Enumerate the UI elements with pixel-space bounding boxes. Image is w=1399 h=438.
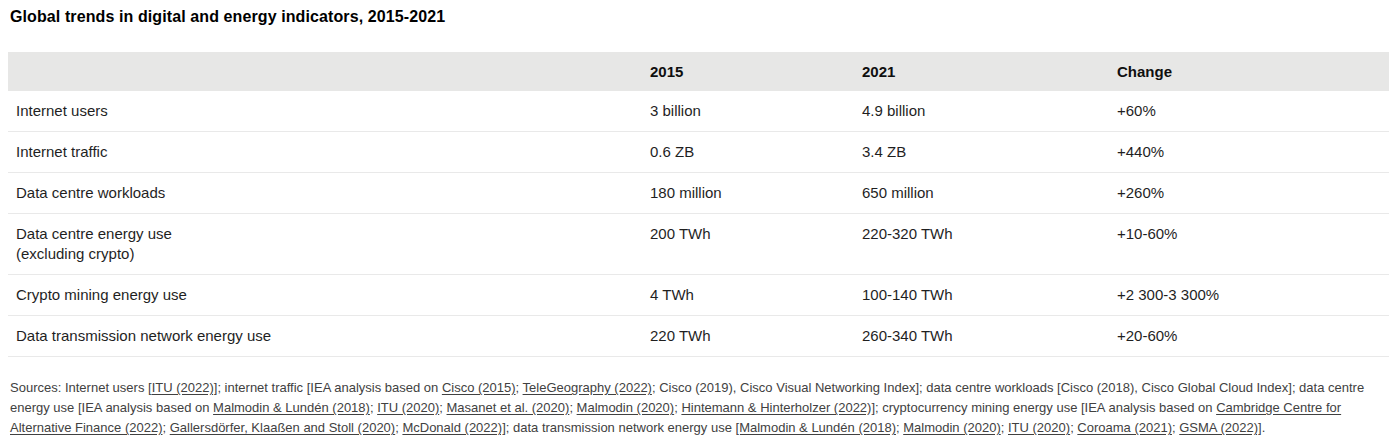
source-link[interactable]: Malmodin (2020) [577, 400, 675, 415]
change-cell: +20-60% [1109, 316, 1389, 357]
table-row-internet-traffic: Internet traffic 0.6 ZB 3.4 ZB +440% [8, 132, 1389, 173]
value-2021-cell: 100-140 TWh [854, 275, 1109, 316]
source-link[interactable]: ITU (2022)] [152, 380, 218, 395]
source-text: ; [1001, 420, 1008, 435]
indicator-cell: Internet traffic [8, 132, 642, 173]
indicator-cell: Data centre workloads [8, 173, 642, 214]
table-row-data-centre-workloads: Data centre workloads 180 million 650 mi… [8, 173, 1389, 214]
column-header-indicator [8, 52, 642, 91]
column-header-change: Change [1109, 52, 1389, 91]
source-text: ; internet traffic [IEA analysis based o… [217, 380, 442, 395]
value-2015-cell: 0.6 ZB [642, 132, 854, 173]
source-link[interactable]: Gallersdörfer, Klaaßen and Stoll (2020) [170, 420, 395, 435]
source-link[interactable]: Malmodin (2020) [903, 420, 1001, 435]
value-2021-cell: 3.4 ZB [854, 132, 1109, 173]
change-cell: +440% [1109, 132, 1389, 173]
change-cell: +260% [1109, 173, 1389, 214]
indicator-cell: Crypto mining energy use [8, 275, 642, 316]
source-text: ; [516, 380, 523, 395]
indicator-cell: Data transmission network energy use [8, 316, 642, 357]
value-2015-cell: 200 TWh [642, 214, 854, 275]
value-2015-cell: 3 billion [642, 91, 854, 132]
source-text: ; data transmission network energy use [506, 420, 736, 435]
table-row-data-transmission-energy-use: Data transmission network energy use 220… [8, 316, 1389, 357]
value-2015-cell: 180 million [642, 173, 854, 214]
change-cell: +60% [1109, 91, 1389, 132]
indicator-cell: Internet users [8, 91, 642, 132]
source-link[interactable]: ITU (2020) [377, 400, 439, 415]
header-row: 2015 2021 Change [8, 52, 1389, 91]
value-2015-cell: 4 TWh [642, 275, 854, 316]
table-row-data-centre-energy-use: Data centre energy use (excluding crypto… [8, 214, 1389, 275]
table-row-internet-users: Internet users 3 billion 4.9 billion +60… [8, 91, 1389, 132]
change-cell: +2 300-3 300% [1109, 275, 1389, 316]
source-link[interactable]: Hintemann & Hinterholzer (2022)] [681, 400, 875, 415]
page-title: Global trends in digital and energy indi… [10, 8, 1399, 26]
value-2021-cell: 220-320 TWh [854, 214, 1109, 275]
source-text: Sources: Internet users [ [10, 380, 152, 395]
sources-footnote: Sources: Internet users [ITU (2022)]; in… [10, 378, 1389, 438]
column-header-2021: 2021 [854, 52, 1109, 91]
source-link[interactable]: TeleGeography (2022) [523, 380, 652, 395]
source-link[interactable]: Masanet et al. (2020) [447, 400, 570, 415]
value-2015-cell: 220 TWh [642, 316, 854, 357]
source-link[interactable]: Coroama (2021) [1077, 420, 1172, 435]
source-link[interactable]: Cisco (2015) [442, 380, 516, 395]
indicator-cell: Data centre energy use (excluding crypto… [8, 214, 642, 275]
source-text: ; [569, 400, 576, 415]
value-2021-cell: 4.9 billion [854, 91, 1109, 132]
column-header-2015: 2015 [642, 52, 854, 91]
source-link[interactable]: GSMA (2022)] [1179, 420, 1261, 435]
source-link[interactable]: Malmodin & Lundén (2018) [213, 400, 370, 415]
source-link[interactable]: [Malmodin & Lundén (2018) [736, 420, 896, 435]
value-2021-cell: 260-340 TWh [854, 316, 1109, 357]
source-link[interactable]: ITU (2020) [1008, 420, 1070, 435]
table-row-crypto-mining-energy-use: Crypto mining energy use 4 TWh 100-140 T… [8, 275, 1389, 316]
source-text: . [1262, 420, 1266, 435]
indicators-table: 2015 2021 Change Internet users 3 billio… [8, 52, 1389, 357]
source-text: ; [439, 400, 446, 415]
source-text: ; cryptocurrency mining energy use [IEA … [875, 400, 1216, 415]
change-cell: +10-60% [1109, 214, 1389, 275]
value-2021-cell: 650 million [854, 173, 1109, 214]
source-link[interactable]: McDonald (2022)] [402, 420, 505, 435]
source-text: ; [162, 420, 169, 435]
